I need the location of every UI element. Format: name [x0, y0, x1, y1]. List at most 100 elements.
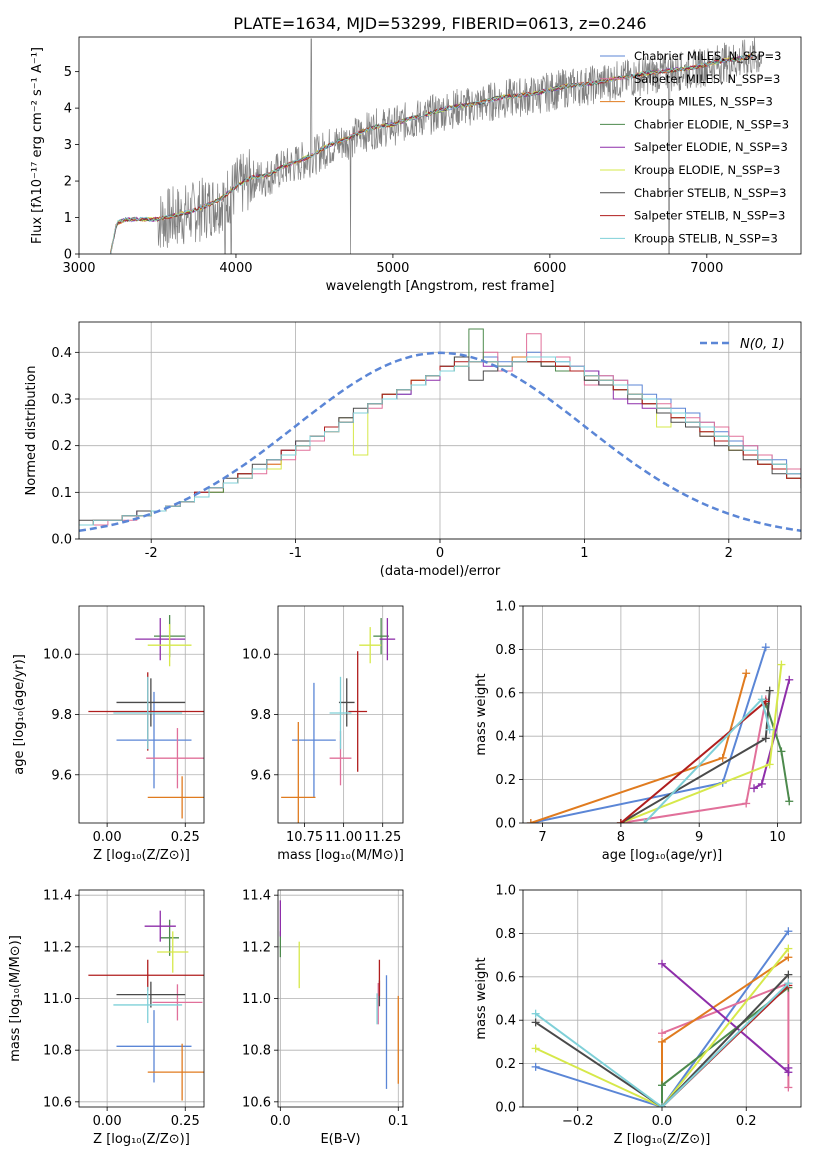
axes-frame — [78, 889, 205, 1108]
plus-marker — [777, 660, 786, 669]
errorbar-point — [113, 676, 183, 750]
y-tick-label: 9.8 — [250, 708, 271, 723]
legend-label: Chabrier ELODIE, N_SSP=3 — [634, 117, 789, 131]
errorbar-point — [348, 651, 368, 772]
plus-marker — [777, 747, 786, 756]
y-tick-label: 0.6 — [495, 970, 516, 985]
legend-label: Kroupa MILES, N_SSP=3 — [634, 95, 773, 109]
y-tick-label: 9.6 — [51, 768, 72, 783]
plus-marker — [531, 1044, 540, 1053]
x-tick-label: -1 — [289, 546, 302, 561]
errorbar-point — [144, 910, 176, 942]
errorbar-point — [152, 984, 203, 1021]
y-tick-label: 10.0 — [242, 648, 271, 663]
x-tick-label: 6000 — [533, 261, 566, 276]
x-tick-label: 2 — [725, 546, 733, 561]
plus-marker — [526, 819, 535, 823]
errorbar-point — [338, 678, 355, 727]
spectrum-plot-area — [110, 37, 762, 254]
y-tick-label: 1 — [64, 211, 72, 226]
plus-marker — [784, 1063, 793, 1072]
mass-vs-EBV-plot-area — [279, 900, 399, 1089]
errorbar-point — [116, 678, 186, 727]
x-tick-label: 7 — [538, 830, 546, 845]
x-tick-label: 7000 — [690, 261, 723, 276]
plus-marker — [658, 1029, 666, 1038]
series-line — [530, 646, 767, 823]
axes-frame — [78, 321, 802, 540]
x-axis-label: mass [log₁₀(M/M⊙)] — [277, 848, 404, 863]
y-tick-label: 11.2 — [43, 940, 72, 955]
plus-marker — [784, 927, 793, 936]
axes-frame — [522, 889, 802, 1108]
axes-frame — [277, 889, 404, 1108]
y-tick-label: 10.6 — [242, 1095, 271, 1110]
y-tick-label: 0.1 — [51, 486, 72, 501]
y-tick-label: 11.0 — [242, 992, 271, 1007]
y-tick-label: 11.4 — [43, 889, 72, 904]
axes-frame — [277, 605, 404, 824]
axes-residuals: -2 -1 0 1 2 0.0 0.1 0.2 0.3 0.4 (data-model)/error… — [24, 321, 802, 579]
x-tick-label: 0.00 — [93, 830, 122, 845]
plus-marker — [658, 959, 666, 968]
errorbar-point — [359, 627, 382, 664]
age-vs-Z-plot-area — [88, 615, 204, 819]
y-tick-label: 0.0 — [495, 1101, 516, 1116]
y-tick-label: 4 — [64, 102, 72, 117]
errorbar-point — [147, 624, 192, 667]
residuals-plot-area — [79, 328, 801, 539]
y-tick-label: 11.4 — [242, 889, 271, 904]
plus-marker — [785, 675, 794, 684]
plus-marker — [742, 669, 751, 678]
y-tick-label: 9.6 — [250, 768, 271, 783]
plus-marker — [784, 944, 793, 953]
observed-spectrum-line — [157, 37, 762, 254]
y-tick-label: 5 — [64, 65, 72, 80]
age-vs-mass-plot-area — [281, 618, 396, 823]
series-line — [535, 982, 790, 1107]
histogram-step-line — [79, 356, 801, 539]
massweight-vs-Z-plot-area — [531, 927, 793, 1107]
y-axis-label: Normed distribution — [24, 366, 39, 496]
y-axis-label: Flux [fλ10⁻¹⁷ erg cm⁻² s⁻¹ A⁻¹] — [30, 47, 45, 244]
series-line — [661, 963, 790, 1075]
errorbar-point — [292, 682, 336, 798]
y-axis-label: mass weight — [474, 957, 489, 1039]
plus-marker — [784, 970, 793, 979]
y-tick-label: 0.4 — [51, 346, 72, 361]
plus-marker — [658, 1103, 666, 1107]
y-tick-label: 0.4 — [495, 1014, 516, 1029]
spectrum-legend: Chabrier MILES, N_SSP=3 Salpeter MILES, N… — [600, 49, 789, 245]
plus-marker — [742, 799, 751, 808]
massweight-vs-age-plot-area — [526, 643, 794, 823]
plus-marker — [765, 725, 774, 734]
x-tick-label: 4000 — [219, 261, 252, 276]
plus-marker — [765, 686, 774, 695]
plus-marker — [616, 819, 625, 823]
errorbar-point — [281, 722, 316, 823]
errorbar-point — [135, 618, 186, 661]
y-tick-label: 10.0 — [43, 648, 72, 663]
series-line — [643, 697, 771, 823]
y-axis-label: mass weight — [474, 673, 489, 755]
legend-label: Salpeter ELODIE, N_SSP=3 — [634, 140, 788, 154]
y-tick-label: 0.8 — [495, 927, 516, 942]
y-tick-label: 0 — [64, 248, 72, 263]
errorbar-point — [160, 919, 179, 956]
series-line — [535, 930, 790, 1107]
series-line — [535, 973, 790, 1107]
y-tick-label: 10.6 — [43, 1095, 72, 1110]
x-tick-label: -2 — [145, 546, 158, 561]
plus-marker — [750, 784, 759, 793]
y-tick-label: 1.0 — [495, 600, 516, 615]
plus-marker — [718, 753, 727, 762]
x-tick-label: 1 — [580, 546, 588, 561]
y-tick-label: 0.2 — [51, 439, 72, 454]
legend-label: Kroupa STELIB, N_SSP=3 — [634, 231, 778, 245]
axes-frame — [78, 36, 802, 255]
errorbar-point — [147, 776, 204, 819]
x-tick-label: 0.1 — [388, 1114, 409, 1129]
errorbar-point — [379, 618, 396, 661]
plus-marker — [785, 797, 794, 806]
